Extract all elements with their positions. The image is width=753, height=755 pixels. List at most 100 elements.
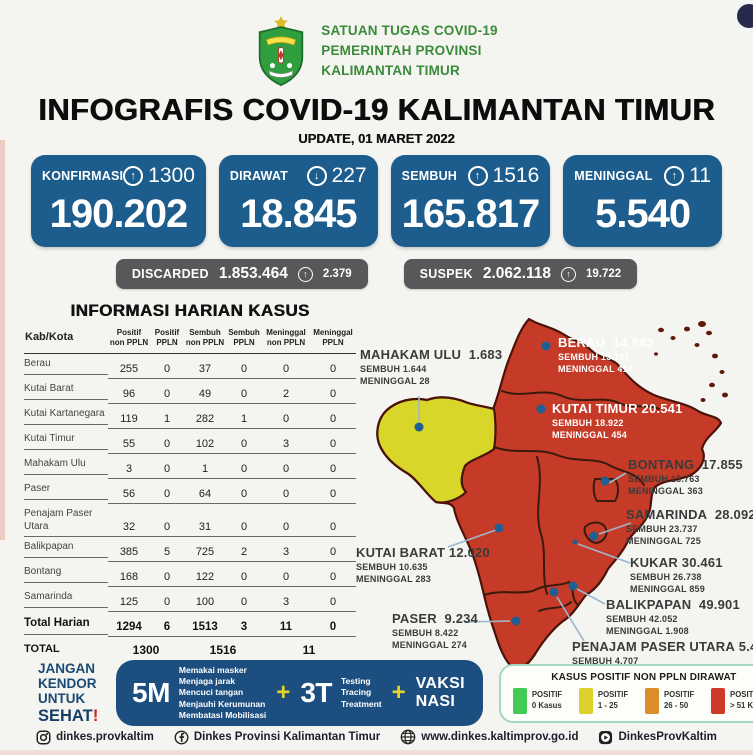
region-cases: 28.092 <box>714 507 753 522</box>
cell: 282 <box>184 404 226 430</box>
legend-item-orange: POSITIF 26 - 50 <box>644 687 694 714</box>
social-text: www.dinkes.kaltimprov.go.id <box>421 731 579 743</box>
card-label: MENINGGAL <box>574 169 653 183</box>
table-row-label: Balikpapan <box>24 537 108 558</box>
table-row-label: Samarinda <box>24 587 108 608</box>
3t-items: Testing Tracing Treatment <box>341 676 382 709</box>
table-row-label: Kutai Kartanegara <box>24 404 108 425</box>
youtube-handle[interactable]: DinkesProvKaltim <box>598 730 717 745</box>
cell: 0 <box>226 512 262 538</box>
table-row-label: Kutai Barat <box>24 379 108 400</box>
cell: 0 <box>150 587 184 613</box>
arrow-up-icon: ↑ <box>297 266 313 282</box>
cell: 0 <box>262 512 310 538</box>
cell: 49 <box>184 379 226 405</box>
card-value: 5.540 <box>595 192 691 236</box>
table-row-label: TOTAL <box>24 643 60 656</box>
cell: 0 <box>310 404 356 430</box>
pill-label: SUSPEK <box>419 267 473 281</box>
map-label-berau: BERAU 14.983 SEMBUH 13.197 MENINGGAL 414 <box>558 335 654 375</box>
vaksinasi-line: NASI <box>415 693 456 710</box>
region-name: KUTAI BARAT <box>356 545 446 560</box>
bottom-band: JANGAN KENDOR UNTUK SEHAT! 5M Memakai ma… <box>0 660 753 726</box>
card-delta: 1516 <box>492 164 540 187</box>
cell: 0 <box>226 354 262 380</box>
cell: 2 <box>226 537 262 563</box>
cell: 0 <box>226 587 262 613</box>
social-text: DinkesProvKaltim <box>618 731 717 743</box>
col-header: Meninggal non PPLN <box>266 328 306 347</box>
arrow-up-icon: ↑ <box>664 166 685 186</box>
corner-dot <box>737 4 753 28</box>
5m-item: Mencuci tangan <box>178 687 244 698</box>
cell: 6 <box>150 612 184 638</box>
orange-swatch <box>644 687 659 714</box>
cell: 56 <box>108 479 150 505</box>
cell: 0 <box>310 612 356 638</box>
cell: 0 <box>310 562 356 588</box>
col-header: Positif non PPLN <box>109 328 149 347</box>
region-sembuh: SEMBUH 13.197 <box>558 351 630 362</box>
social-text: dinkes.provkaltim <box>56 731 154 743</box>
map-label-kutai-timur: KUTAI TIMUR 20.541 SEMBUH 18.922 MENINGG… <box>552 401 683 441</box>
slogan: JANGAN KENDOR UNTUK SEHAT! <box>38 661 110 726</box>
map-region-mahakam-ulu[interactable] <box>376 396 497 504</box>
table-row-label: Mahakam Ulu <box>24 454 108 475</box>
total-positif: 1300 <box>132 643 160 658</box>
org-name: SATUAN TUGAS COVID-19 PEMERINTAH PROVINS… <box>321 21 497 82</box>
pill-suspek: SUSPEK 2.062.118 ↑ 19.722 <box>403 259 638 289</box>
cell: 0 <box>150 379 184 405</box>
facebook-handle[interactable]: Dinkes Provinsi Kalimantan Timur <box>174 730 380 745</box>
cell: 0 <box>310 429 356 455</box>
region-meninggal: MENINGGAL 28 <box>360 375 430 386</box>
cell: 0 <box>150 354 184 380</box>
cell: 37 <box>184 354 226 380</box>
region-cases: 9.234 <box>444 611 478 626</box>
card-value: 18.845 <box>240 192 357 236</box>
region-name: PENAJAM PASER UTARA <box>572 639 735 654</box>
region-cases: 17.855 <box>701 457 743 472</box>
cell: 0 <box>310 379 356 405</box>
city-marker-dots[interactable] <box>414 341 610 626</box>
cell: 0 <box>150 454 184 480</box>
plus-sign: + <box>391 679 406 706</box>
region-sembuh: SEMBUH 18.922 <box>552 417 624 428</box>
arrow-down-icon: ↓ <box>306 166 327 186</box>
cell: 385 <box>108 537 150 563</box>
cell: 0 <box>226 562 262 588</box>
col-header: Sembuh non PPLN <box>185 328 225 347</box>
region-cases: 1.683 <box>468 347 503 362</box>
3t-item: Tracing <box>341 687 372 698</box>
card-label: KONFIRMASI <box>42 169 124 183</box>
region-meninggal: MENINGGAL 859 <box>630 583 705 594</box>
map-label-paser: PASER 9.234 SEMBUH 8.422 MENINGGAL 274 <box>392 611 478 651</box>
region-name: KUTAI TIMUR <box>552 401 638 416</box>
cell: 0 <box>262 479 310 505</box>
region-name: BERAU <box>558 335 606 350</box>
cell: 3 <box>262 587 310 613</box>
region-meninggal: MENINGGAL 363 <box>628 485 703 496</box>
cell: 0 <box>150 512 184 538</box>
cell: 1 <box>150 404 184 430</box>
region-meninggal: MENINGGAL 454 <box>552 429 627 440</box>
region-cases: 5.432 <box>738 639 753 654</box>
cell: 0 <box>310 587 356 613</box>
website-link[interactable]: www.dinkes.kaltimprov.go.id <box>400 729 578 745</box>
3t-item: Treatment <box>341 698 382 709</box>
region-meninggal: MENINGGAL 725 <box>626 535 701 546</box>
region-sembuh: SEMBUH 23.737 <box>626 523 698 534</box>
header-brand: SATUAN TUGAS COVID-19 PEMERINTAH PROVINS… <box>0 0 753 86</box>
secondary-cards-row: DISCARDED 1.853.464 ↑ 2.379 SUSPEK 2.062… <box>0 259 753 289</box>
region-name: PASER <box>392 611 437 626</box>
5m-item: Menjaga jarak <box>178 676 236 687</box>
region-meninggal: MENINGGAL 274 <box>392 639 467 650</box>
map-label-samarinda: SAMARINDA 28.092 SEMBUH 23.737 MENINGGAL… <box>626 507 753 547</box>
legend-title: KASUS POSITIF NON PPLN DIRAWAT <box>551 671 737 683</box>
table-row-label: Bontang <box>24 562 108 583</box>
slogan-line: JANGAN <box>38 660 96 676</box>
cell: 255 <box>108 354 150 380</box>
vaksinasi-label: VAKSI NASI <box>416 675 465 712</box>
instagram-handle[interactable]: dinkes.provkaltim <box>36 730 154 745</box>
youtube-icon <box>599 730 613 744</box>
